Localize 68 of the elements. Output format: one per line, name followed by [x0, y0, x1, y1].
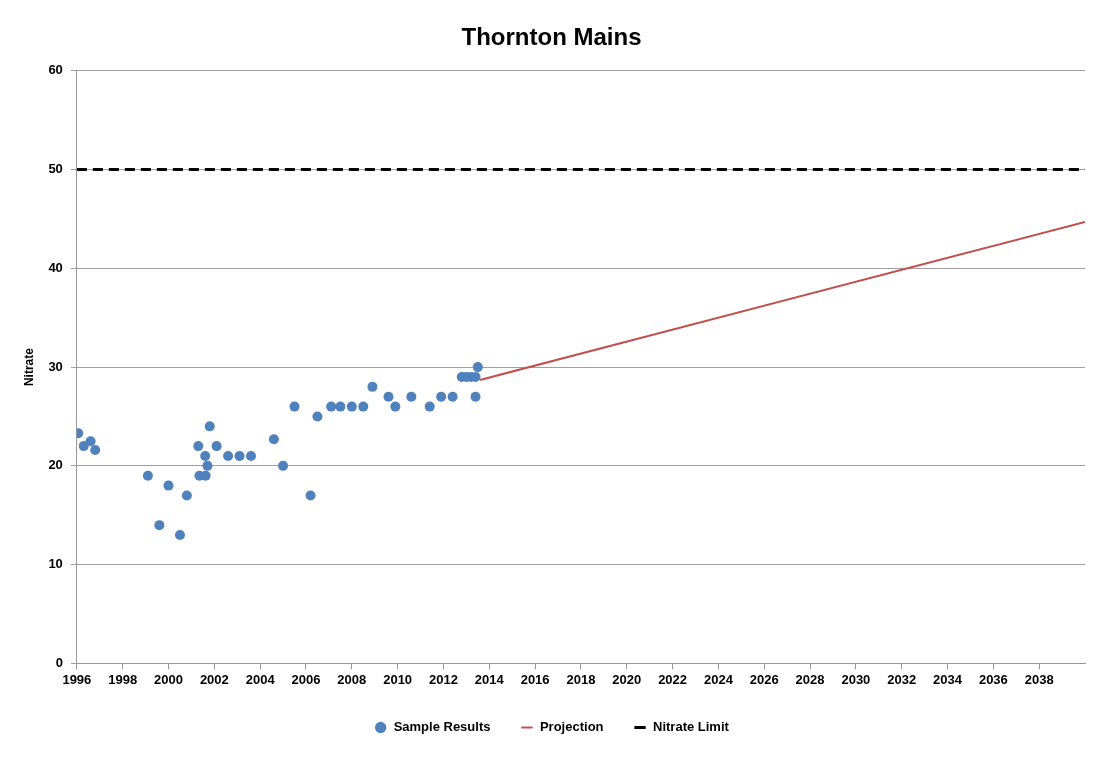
point: [204, 421, 215, 432]
x-tick-label: 2008: [337, 671, 367, 687]
point: [312, 411, 323, 422]
point: [367, 381, 378, 392]
point: [211, 441, 222, 452]
point: [383, 391, 394, 402]
y-tick-label: 0: [55, 654, 63, 670]
point: [268, 434, 279, 445]
y-tick-label: 30: [48, 358, 63, 374]
x-tick-label: 2028: [795, 671, 825, 687]
point: [202, 460, 213, 471]
point: [142, 470, 153, 481]
point: [154, 520, 165, 531]
x-tick-label: 2036: [978, 671, 1008, 687]
point: [78, 441, 89, 452]
point: [223, 450, 234, 461]
x-tick-label: 2024: [703, 671, 734, 687]
point: [289, 401, 300, 412]
x-tick-label: 2038: [1024, 671, 1054, 687]
x-tick-label: 2014: [474, 671, 505, 687]
x-tick-label: 2020: [612, 671, 642, 687]
x-tick-label: 2022: [658, 671, 688, 687]
point: [406, 391, 417, 402]
point: [200, 450, 211, 461]
x-tick-label: 2032: [887, 671, 917, 687]
point: [234, 450, 245, 461]
point: [424, 401, 435, 412]
point: [163, 480, 174, 491]
y-tick-label: 40: [48, 259, 63, 275]
x-tick-label: 2004: [245, 671, 276, 687]
point: [245, 450, 256, 461]
point: [470, 391, 481, 402]
x-tick-label: 2002: [199, 671, 229, 687]
chart-title: Thornton Mains: [461, 23, 642, 51]
y-tick-label: 60: [48, 62, 63, 78]
x-tick-label: 2030: [841, 671, 871, 687]
y-tick-label: 20: [48, 457, 63, 473]
point: [278, 460, 289, 471]
legend-label: Sample Results: [393, 719, 491, 735]
x-tick-label: 1996: [62, 671, 92, 687]
point: [358, 401, 369, 412]
x-tick-label: 2026: [749, 671, 779, 687]
x-tick-label: 2010: [383, 671, 413, 687]
point: [193, 441, 204, 452]
point: [305, 490, 316, 501]
point: [90, 445, 101, 456]
point: [335, 401, 346, 412]
x-tick-label: 2016: [520, 671, 550, 687]
point: [447, 391, 458, 402]
x-tick-label: 2006: [291, 671, 321, 687]
point: [436, 391, 447, 402]
point: [174, 530, 185, 540]
x-tick-label: 2018: [566, 671, 596, 687]
y-tick-label: 50: [48, 161, 63, 177]
point: [390, 401, 401, 412]
x-tick-label: 2012: [429, 671, 458, 687]
point: [472, 362, 483, 373]
x-tick-label: 2000: [154, 671, 183, 687]
point: [181, 490, 192, 501]
legend-label: Nitrate Limit: [653, 719, 730, 735]
point: [85, 436, 96, 447]
x-tick-label: 1998: [108, 671, 138, 687]
y-tick-label: 10: [48, 556, 63, 572]
y-axis-title: Nitrate: [21, 347, 36, 387]
point: [326, 401, 337, 412]
x-tick-label: 2034: [933, 671, 963, 687]
legend-label: Projection: [539, 719, 604, 735]
point: [346, 401, 357, 412]
